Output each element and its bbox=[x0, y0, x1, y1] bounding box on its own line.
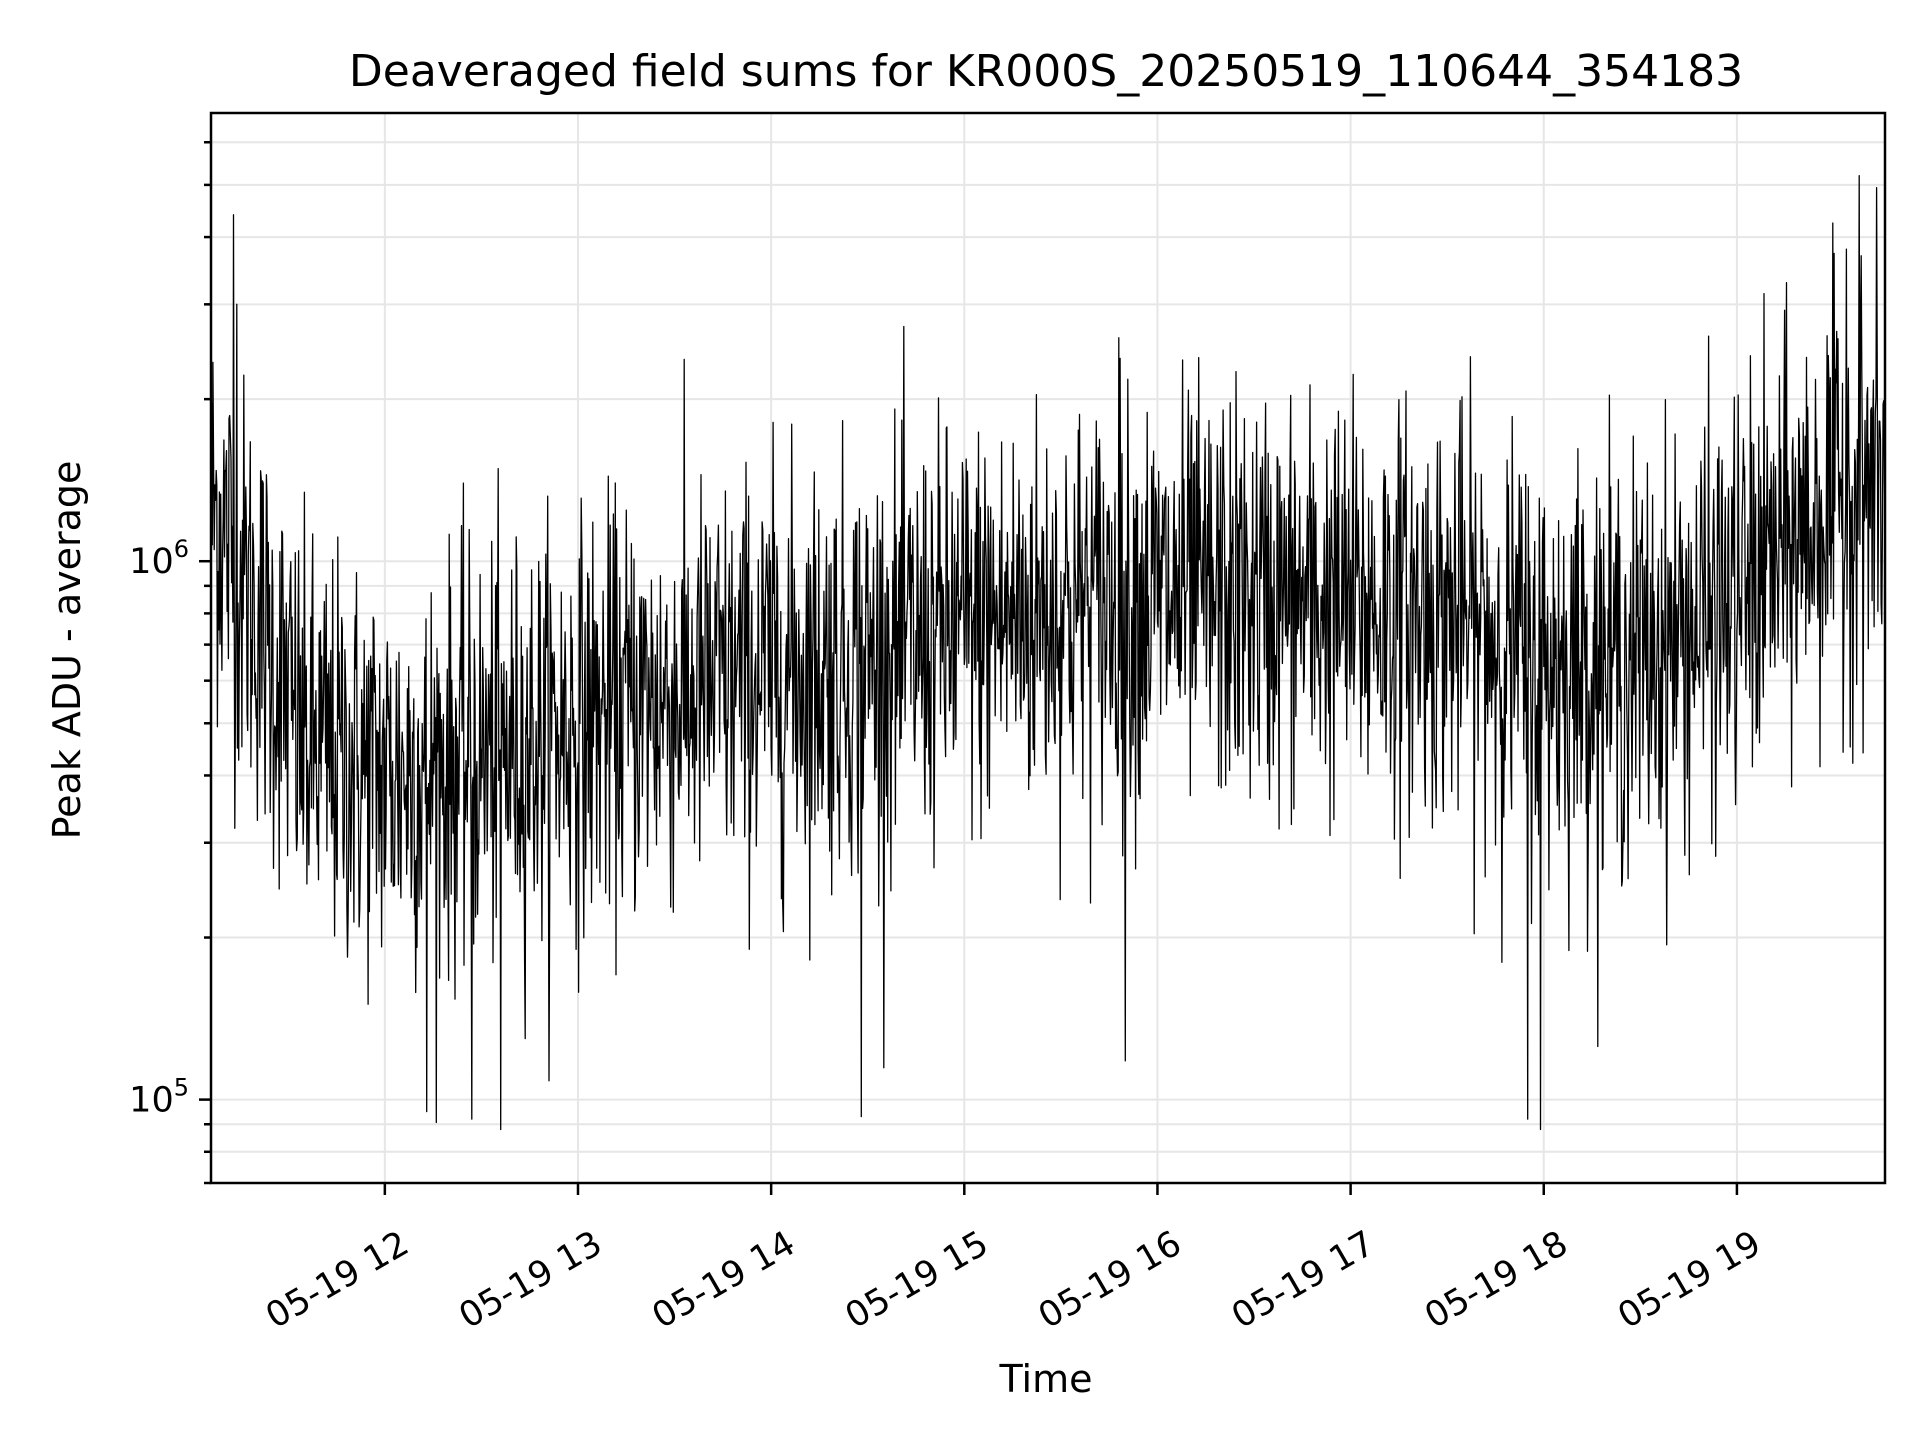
y-tick-label: 106 bbox=[129, 535, 189, 582]
y-axis-label: Peak ADU - average bbox=[45, 461, 89, 840]
chart-title: Deaveraged field sums for KR000S_2025051… bbox=[349, 46, 1743, 97]
series bbox=[210, 175, 1886, 1131]
plot-frame bbox=[209, 111, 1887, 1185]
series-line bbox=[210, 175, 1886, 1131]
y-tick-label: 105 bbox=[129, 1074, 189, 1121]
x-axis-label: Time bbox=[999, 1357, 1093, 1401]
